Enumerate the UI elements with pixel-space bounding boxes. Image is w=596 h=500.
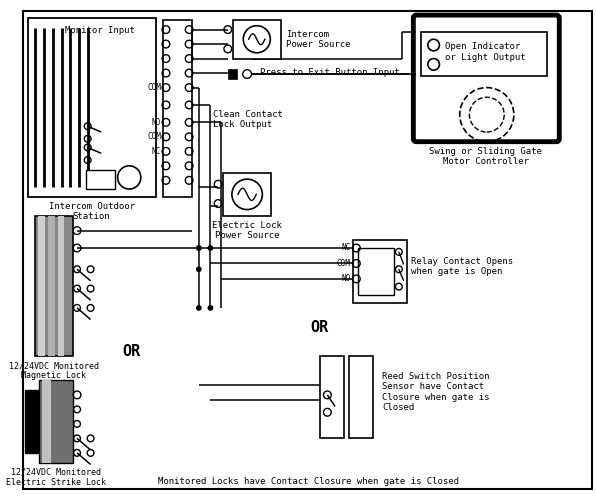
Bar (353, 240, 406, 303)
FancyBboxPatch shape (414, 15, 559, 142)
Text: NC: NC (152, 147, 161, 156)
Circle shape (196, 266, 201, 272)
Text: NO: NO (152, 118, 161, 127)
Text: OR: OR (122, 344, 140, 359)
Bar (228, 69, 237, 79)
Bar (421, 32, 547, 76)
Bar (349, 356, 372, 438)
Bar (48, 216, 55, 356)
Bar (58, 216, 64, 356)
Bar (28, 18, 156, 197)
Text: Swing or Sliding Gate
Motor Controller: Swing or Sliding Gate Motor Controller (429, 146, 542, 166)
Text: Electric Lock
Power Source: Electric Lock Power Source (212, 221, 282, 240)
Text: Relay Contact Opens
when gate is Open: Relay Contact Opens when gate is Open (411, 256, 514, 276)
Text: Intercom Outdoor
Station: Intercom Outdoor Station (48, 202, 135, 221)
Text: Intercom
Power Source: Intercom Power Source (286, 30, 350, 49)
Bar (38, 216, 45, 356)
Bar (42, 380, 51, 462)
Text: 12/24VDC Monitored
Electric Strike Lock: 12/24VDC Monitored Electric Strike Lock (6, 468, 105, 487)
Bar (25, 390, 39, 453)
Text: COM: COM (147, 83, 161, 92)
Text: Monitored Locks have Contact Closure when gate is Closed: Monitored Locks have Contact Closure whe… (157, 478, 458, 486)
Text: Clean Contact
Lock Output: Clean Contact Lock Output (213, 110, 283, 129)
Text: OR: OR (311, 320, 329, 334)
Text: Open Indicator
or Light Output: Open Indicator or Light Output (445, 42, 526, 62)
Bar (358, 248, 394, 296)
Text: Monitor Input: Monitor Input (66, 26, 135, 35)
Text: COM: COM (147, 132, 161, 141)
Circle shape (196, 245, 201, 251)
Bar (39, 380, 73, 462)
Bar (319, 356, 344, 438)
Circle shape (207, 305, 213, 311)
Text: NO: NO (342, 274, 350, 283)
Bar (163, 20, 192, 197)
Text: COM: COM (337, 259, 350, 268)
Text: Press to Exit Button Input: Press to Exit Button Input (260, 68, 399, 76)
Text: 12/24VDC Monitored
Magnetic Lock: 12/24VDC Monitored Magnetic Lock (9, 361, 99, 380)
Bar (35, 216, 73, 356)
Bar (86, 170, 114, 189)
Circle shape (196, 305, 201, 311)
Circle shape (207, 245, 213, 251)
Bar (223, 172, 271, 216)
Bar (232, 20, 281, 59)
Text: NC: NC (342, 244, 350, 252)
Text: Reed Switch Position
Sensor have Contact
Closure when gate is
Closed: Reed Switch Position Sensor have Contact… (383, 372, 490, 412)
